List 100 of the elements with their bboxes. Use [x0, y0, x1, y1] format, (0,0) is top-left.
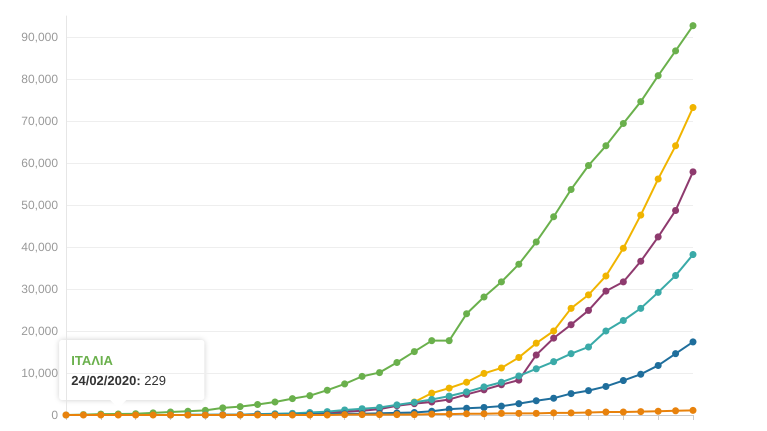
- point: [568, 409, 575, 416]
- point: [672, 272, 680, 280]
- point: [672, 407, 680, 414]
- point: [463, 378, 470, 386]
- point: [446, 384, 453, 392]
- point: [498, 410, 505, 417]
- point: [288, 395, 296, 402]
- point: [585, 387, 592, 394]
- text: ΙΤΑΛΙΑ: [71, 353, 114, 368]
- point: [690, 251, 696, 258]
- point: [654, 408, 662, 415]
- y-tick-label: 50,000: [21, 198, 58, 212]
- point: [150, 412, 157, 418]
- point: [585, 408, 592, 416]
- point: [532, 351, 540, 358]
- point: [550, 213, 558, 220]
- point: [585, 162, 592, 170]
- point: [585, 291, 592, 298]
- point: [690, 406, 696, 414]
- y-tick-label: 90,000: [21, 30, 58, 44]
- point: [480, 410, 488, 418]
- y-tick-label: 60,000: [21, 156, 58, 170]
- point: [480, 383, 488, 390]
- point: [602, 382, 610, 390]
- point: [428, 337, 436, 344]
- point: [480, 404, 488, 411]
- point: [272, 398, 278, 406]
- point: [620, 408, 627, 416]
- point: [550, 328, 558, 334]
- point: [498, 378, 505, 386]
- point: [306, 392, 314, 400]
- point: [254, 401, 262, 408]
- point: [515, 410, 522, 417]
- point: [446, 410, 453, 418]
- point: [550, 409, 558, 416]
- point: [654, 72, 662, 80]
- point: [620, 317, 627, 324]
- annotation: 24/02/2020: 229: [71, 373, 166, 388]
- point: [690, 338, 696, 346]
- point: [568, 390, 575, 398]
- point: [690, 104, 696, 112]
- point: [620, 278, 627, 286]
- point: [602, 288, 610, 295]
- point: [654, 175, 662, 182]
- point: [672, 142, 680, 150]
- point: [446, 392, 453, 400]
- point: [428, 390, 436, 397]
- point: [672, 206, 680, 214]
- y-tick-label: 30,000: [21, 282, 58, 296]
- point: [532, 397, 540, 404]
- point: [532, 365, 540, 372]
- point: [463, 310, 470, 318]
- point: [654, 288, 662, 296]
- point: [637, 258, 644, 265]
- point: [602, 142, 610, 150]
- point: [585, 306, 592, 314]
- point: [428, 396, 436, 403]
- point: [498, 364, 505, 372]
- point: [637, 98, 644, 106]
- y-tick-label: 40,000: [21, 240, 58, 254]
- y-tick-label: 20,000: [21, 324, 58, 338]
- point: [602, 328, 610, 334]
- point: [532, 238, 540, 246]
- y-tick-label: 70,000: [21, 114, 58, 128]
- point: [620, 120, 627, 128]
- point: [393, 359, 400, 366]
- point: [690, 168, 696, 176]
- point: [568, 304, 575, 312]
- point: [463, 388, 470, 396]
- point: [410, 348, 418, 356]
- point: [550, 358, 558, 366]
- point: [358, 372, 366, 380]
- point: [428, 410, 436, 418]
- point: [446, 337, 453, 344]
- point: [654, 362, 662, 369]
- point: [550, 334, 558, 342]
- point: [324, 386, 331, 394]
- point: [532, 410, 540, 417]
- point: [637, 408, 644, 416]
- point: [219, 404, 226, 412]
- point: [690, 22, 696, 30]
- point: [550, 394, 558, 402]
- point: [410, 411, 418, 418]
- point: [515, 260, 522, 268]
- point: [620, 377, 627, 384]
- point: [463, 410, 470, 418]
- point: [341, 380, 348, 388]
- point: [532, 340, 540, 347]
- point: [568, 350, 575, 358]
- point: [515, 400, 522, 408]
- point: [480, 370, 488, 377]
- point: [637, 212, 644, 219]
- point: [672, 350, 680, 358]
- point: [637, 370, 644, 378]
- point: [654, 233, 662, 240]
- point: [236, 403, 244, 410]
- point: [376, 369, 383, 376]
- point: [498, 278, 505, 286]
- point: [568, 321, 575, 328]
- point: [602, 272, 610, 280]
